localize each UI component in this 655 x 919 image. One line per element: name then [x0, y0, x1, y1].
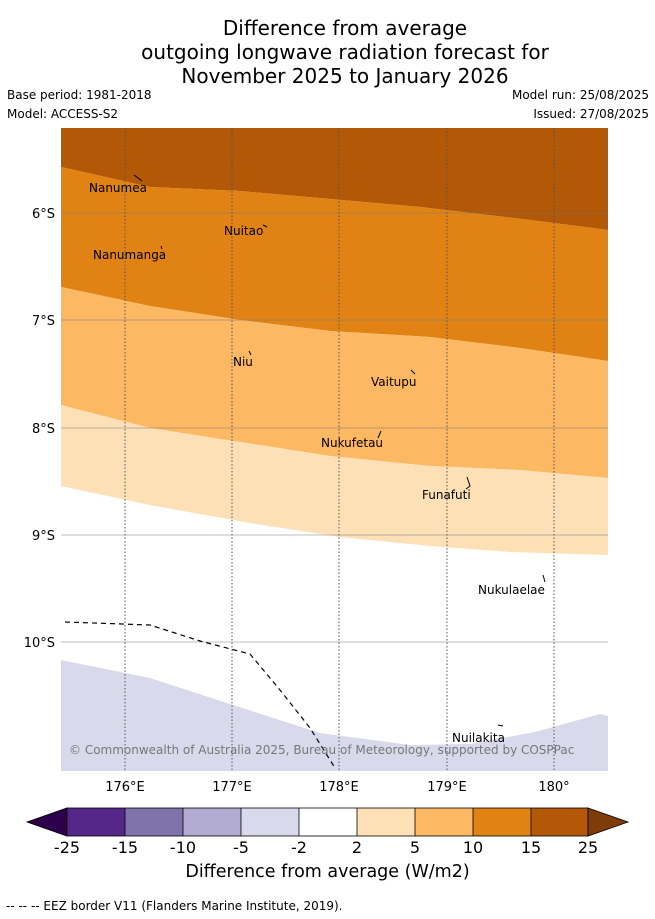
- place-label-nuitao: Nuitao: [224, 224, 263, 238]
- issued-date: Issued: 27/08/2025: [533, 107, 649, 121]
- lon-label-176e: 176°E: [105, 780, 145, 795]
- colorbar-segment-15: [473, 808, 531, 836]
- title-line-3: November 2025 to January 2026: [181, 64, 509, 88]
- lon-label-179e: 179°E: [427, 780, 467, 795]
- colorbar-segment-10: [415, 808, 473, 836]
- eez-legend-note: -- -- -- EEZ border V11 (Flanders Marine…: [6, 899, 343, 913]
- forecast-map: Nanumea Nuitao Nanumanga Niu Vaitupu Nuk…: [24, 128, 630, 857]
- lon-label-177e: 177°E: [212, 780, 252, 795]
- lat-label-6s: 6°S: [32, 207, 55, 222]
- lon-axis-labels: 176°E 177°E 178°E 179°E 180°: [105, 780, 569, 795]
- colorbar-tick: 25: [578, 838, 598, 857]
- eez-border: [64, 621, 336, 769]
- model-run-date: Model run: 25/08/2025: [511, 88, 649, 102]
- colorbar-segment-neg5: [241, 808, 299, 836]
- place-label-nanumanga: Nanumanga: [93, 248, 166, 262]
- lat-label-8s: 8°S: [32, 422, 55, 437]
- lat-label-7s: 7°S: [32, 314, 55, 329]
- colorbar-label: Difference from average (W/m2): [185, 862, 470, 882]
- colorbar-tick: -10: [170, 838, 196, 857]
- copyright-notice: © Commonwealth of Australia 2025, Bureau…: [69, 743, 574, 757]
- lat-label-9s: 9°S: [32, 529, 55, 544]
- title-line-2: outgoing longwave radiation forecast for: [141, 40, 549, 64]
- place-label-vaitupu: Vaitupu: [371, 375, 417, 389]
- colorbar: -25 -15 -10 -5 -2 2 5 10 15 25: [25, 807, 630, 857]
- colorbar-ticks: -25 -15 -10 -5 -2 2 5 10 15 25: [54, 838, 598, 857]
- colorbar-segment-5: [357, 808, 415, 836]
- title-line-1: Difference from average: [222, 16, 468, 40]
- map-plot-area: Nanumea Nuitao Nanumanga Niu Vaitupu Nuk…: [61, 128, 608, 771]
- colorbar-tick: 5: [410, 838, 420, 857]
- place-label-nanumea: Nanumea: [89, 181, 147, 195]
- colorbar-tick: 15: [521, 838, 541, 857]
- place-label-funafuti: Funafuti: [422, 488, 471, 502]
- place-label-nukulaelae: Nukulaelae: [478, 583, 545, 597]
- colorbar-tick: 2: [352, 838, 362, 857]
- colorbar-segment-neg15: [125, 808, 183, 836]
- lat-gridlines: [61, 212, 608, 643]
- place-label-niu: Niu: [233, 355, 253, 369]
- place-label-nuilakita: Nuilakita: [452, 731, 505, 745]
- colorbar-tick: -15: [112, 838, 138, 857]
- colorbar-segment-neg10: [183, 808, 241, 836]
- chart-title: Difference from average outgoing longwav…: [0, 16, 655, 88]
- colorbar-tick: -5: [233, 838, 249, 857]
- lon-label-178e: 178°E: [319, 780, 359, 795]
- band-class-10: [61, 287, 608, 478]
- colorbar-segment-neg25: [67, 808, 125, 836]
- colorbar-under-arrow: [25, 807, 68, 837]
- colorbar-tick: -2: [291, 838, 307, 857]
- lat-label-10s: 10°S: [24, 636, 55, 651]
- lon-label-180: 180°: [538, 780, 569, 795]
- colorbar-tick: -25: [54, 838, 80, 857]
- base-period: Base period: 1981-2018: [7, 88, 152, 102]
- place-labels: Nanumea Nuitao Nanumanga Niu Vaitupu Nuk…: [89, 181, 545, 745]
- model-name: Model: ACCESS-S2: [7, 107, 119, 121]
- band-class-5: [61, 405, 608, 555]
- island-outlines: [133, 174, 546, 727]
- colorbar-over-arrow: [587, 807, 630, 837]
- colorbar-segment-25: [531, 808, 588, 836]
- colorbar-tick: 10: [463, 838, 483, 857]
- lat-axis-labels: 6°S 7°S 8°S 9°S 10°S: [24, 207, 55, 651]
- band-class-15: [61, 167, 608, 361]
- lon-gridlines: [124, 128, 555, 771]
- colorbar-segment-neutral: [299, 808, 357, 836]
- place-label-nukufetau: Nukufetau: [321, 436, 383, 450]
- band-class-25: [61, 128, 608, 230]
- band-class-neg5: [61, 660, 608, 771]
